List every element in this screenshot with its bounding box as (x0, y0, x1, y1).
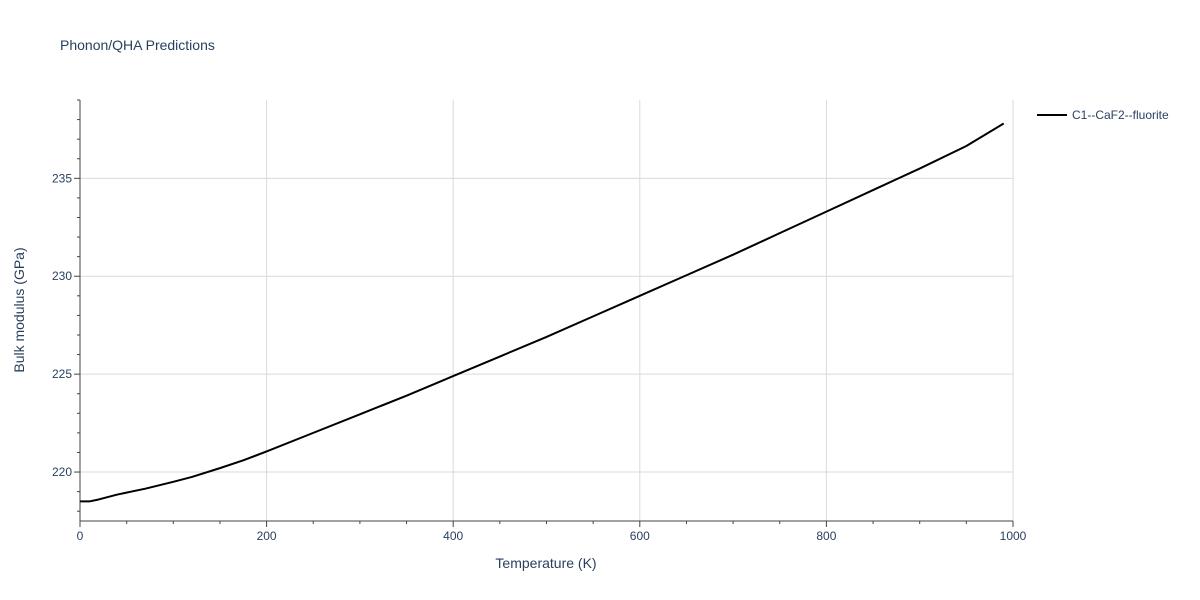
y-axis-title: Bulk modulus (GPa) (11, 247, 27, 372)
x-tick-label: 800 (816, 529, 836, 543)
x-tick-label: 200 (257, 529, 277, 543)
y-tick-label: 230 (52, 269, 72, 283)
x-tick-label: 400 (443, 529, 463, 543)
grid (80, 100, 1014, 521)
x-tick-label: 0 (77, 529, 84, 543)
x-tick-label: 600 (630, 529, 650, 543)
axes: 0 200 400 600 800 1000 220 225 230 235 (52, 99, 1027, 543)
legend: C1--CaF2--fluorite (1037, 108, 1169, 122)
legend-label: C1--CaF2--fluorite (1072, 108, 1169, 122)
x-tick-label: 1000 (1000, 529, 1027, 543)
chart-title: Phonon/QHA Predictions (60, 37, 215, 53)
y-tick-label: 225 (52, 367, 72, 381)
series-line-0 (80, 122, 1005, 503)
series (80, 122, 1005, 503)
y-tick-label: 220 (52, 465, 72, 479)
x-axis-title: Temperature (K) (495, 555, 596, 571)
y-tick-label: 235 (52, 171, 72, 185)
